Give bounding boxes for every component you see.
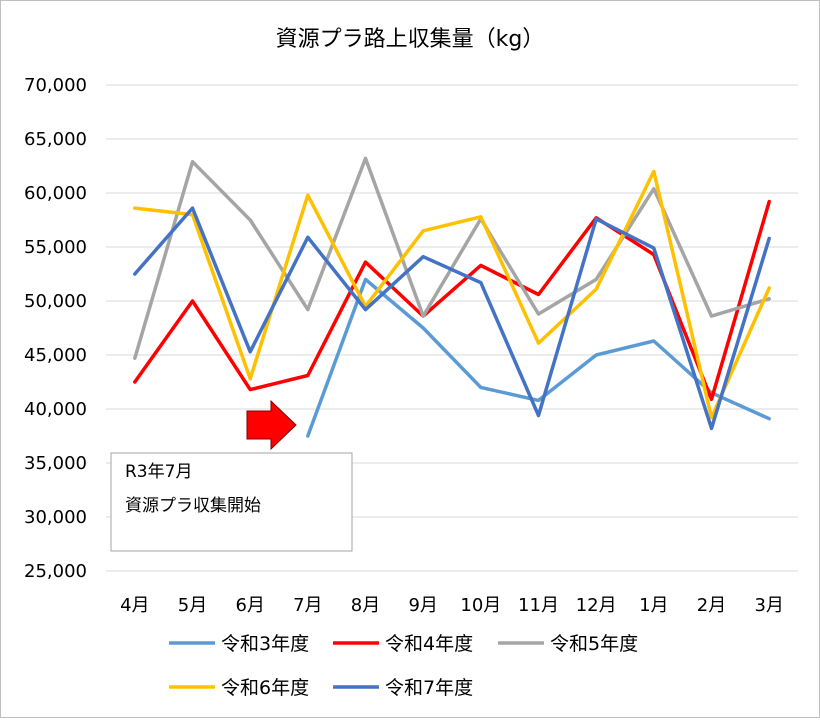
x-tick-label: 9月 xyxy=(408,595,437,616)
y-axis-ticks: 70,000 65,000 60,000 55,000 50,000 45,000 40,0… xyxy=(24,75,87,582)
y-tick-label: 60,000 xyxy=(24,183,87,204)
annotation: R3年7月 資源プラ収集開始 xyxy=(110,399,353,552)
y-tick-label: 30,000 xyxy=(24,507,87,528)
legend-label: 令和5年度 xyxy=(550,633,638,655)
x-tick-label: 4月 xyxy=(120,595,149,616)
x-tick-label: 11月 xyxy=(518,595,559,616)
x-tick-label: 1月 xyxy=(639,595,668,616)
y-tick-label: 35,000 xyxy=(24,453,87,474)
x-tick-label: 3月 xyxy=(754,595,783,616)
x-tick-label: 6月 xyxy=(235,595,264,616)
x-tick-label: 5月 xyxy=(178,595,207,616)
series-line-5 xyxy=(133,206,771,431)
y-tick-label: 45,000 xyxy=(24,345,87,366)
y-tick-label: 55,000 xyxy=(24,237,87,258)
annotation-line-2: 資源プラ収集開始 xyxy=(125,496,261,516)
x-tick-label: 7月 xyxy=(293,595,322,616)
series-line-4 xyxy=(133,169,771,420)
x-axis-ticks: 4月 5月 6月 7月 8月 9月 10月 11月 12月 1月 2月 3月 xyxy=(120,595,784,616)
y-tick-label: 40,000 xyxy=(24,399,87,420)
x-tick-label: 12月 xyxy=(576,595,617,616)
annotation-box xyxy=(110,452,353,552)
y-tick-label: 65,000 xyxy=(24,129,87,150)
series-line-1 xyxy=(306,277,771,438)
legend-label: 令和7年度 xyxy=(385,677,473,699)
x-tick-label: 10月 xyxy=(460,595,501,616)
series-lines xyxy=(133,156,771,438)
x-tick-label: 2月 xyxy=(697,595,726,616)
y-tick-label: 25,000 xyxy=(24,561,87,582)
annotation-line-1: R3年7月 xyxy=(125,462,192,482)
chart-title: 資源プラ路上収集量（kg） xyxy=(276,27,545,52)
y-tick-label: 70,000 xyxy=(24,75,87,96)
legend-label: 令和4年度 xyxy=(385,633,473,655)
legend-label: 令和3年度 xyxy=(221,633,309,655)
legend-label: 令和6年度 xyxy=(221,677,309,699)
arrow-icon xyxy=(246,399,297,451)
y-tick-label: 50,000 xyxy=(24,291,87,312)
x-tick-label: 8月 xyxy=(351,595,380,616)
